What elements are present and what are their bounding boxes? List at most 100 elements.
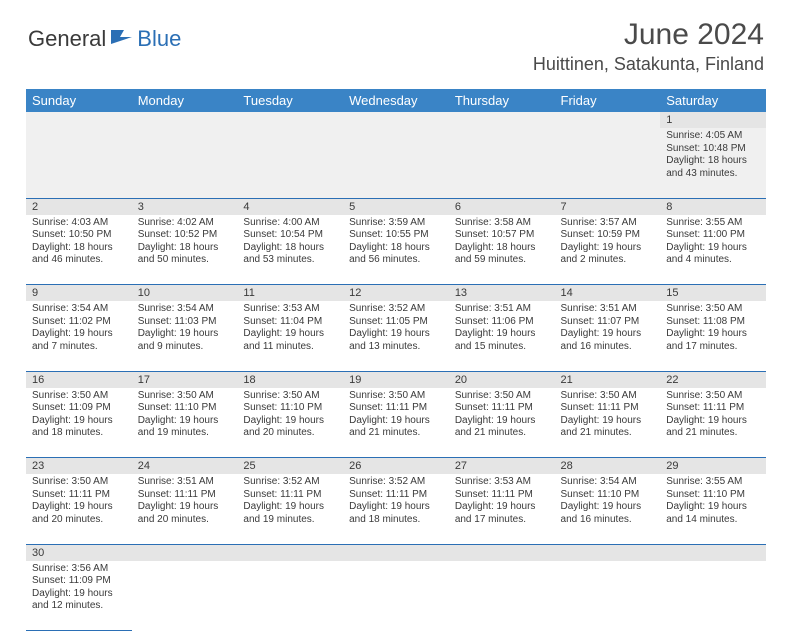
daylight-text: Daylight: 19 hours and 19 minutes. xyxy=(243,501,337,526)
day-number: 1 xyxy=(660,112,766,128)
day-number: 12 xyxy=(343,285,449,302)
day-number: 5 xyxy=(343,198,449,215)
day-number: 24 xyxy=(132,458,238,475)
day-cell: Sunrise: 3:54 AMSunset: 11:02 PMDaylight… xyxy=(26,301,132,371)
day-cell: Sunrise: 3:50 AMSunset: 11:11 PMDaylight… xyxy=(660,388,766,458)
sunrise-text: Sunrise: 3:50 AM xyxy=(32,390,126,403)
day-cell: Sunrise: 3:55 AMSunset: 11:00 PMDaylight… xyxy=(660,215,766,285)
day-cell: Sunrise: 3:54 AMSunset: 11:10 PMDaylight… xyxy=(555,474,661,544)
sunset-text: Sunset: 10:55 PM xyxy=(349,229,443,242)
day-cell xyxy=(660,561,766,631)
sunrise-text: Sunrise: 3:55 AM xyxy=(666,217,760,230)
day-cell: Sunrise: 4:03 AMSunset: 10:50 PMDaylight… xyxy=(26,215,132,285)
day-cell: Sunrise: 3:51 AMSunset: 11:06 PMDaylight… xyxy=(449,301,555,371)
day-cell: Sunrise: 3:51 AMSunset: 11:07 PMDaylight… xyxy=(555,301,661,371)
day-number: 4 xyxy=(237,198,343,215)
sunset-text: Sunset: 10:48 PM xyxy=(666,143,760,156)
day-header: Saturday xyxy=(660,89,766,112)
day-number: 7 xyxy=(555,198,661,215)
sunrise-text: Sunrise: 3:50 AM xyxy=(138,390,232,403)
day-header: Friday xyxy=(555,89,661,112)
sunrise-text: Sunrise: 3:52 AM xyxy=(243,476,337,489)
day-number: 29 xyxy=(660,458,766,475)
day-cell: Sunrise: 3:50 AMSunset: 11:09 PMDaylight… xyxy=(26,388,132,458)
day-cell: Sunrise: 4:05 AMSunset: 10:48 PMDaylight… xyxy=(660,128,766,198)
daylight-text: Daylight: 19 hours and 11 minutes. xyxy=(243,328,337,353)
day-cell: Sunrise: 3:59 AMSunset: 10:55 PMDaylight… xyxy=(343,215,449,285)
day-number xyxy=(132,544,238,561)
daylight-text: Daylight: 19 hours and 19 minutes. xyxy=(138,415,232,440)
day-cell: Sunrise: 3:53 AMSunset: 11:11 PMDaylight… xyxy=(449,474,555,544)
day-number: 6 xyxy=(449,198,555,215)
day-number: 8 xyxy=(660,198,766,215)
day-cell: Sunrise: 3:50 AMSunset: 11:10 PMDaylight… xyxy=(132,388,238,458)
sunset-text: Sunset: 11:08 PM xyxy=(666,316,760,329)
sunset-text: Sunset: 11:11 PM xyxy=(666,402,760,415)
sunrise-text: Sunrise: 3:50 AM xyxy=(32,476,126,489)
daylight-text: Daylight: 18 hours and 46 minutes. xyxy=(32,242,126,267)
sunset-text: Sunset: 11:11 PM xyxy=(138,489,232,502)
day-number: 9 xyxy=(26,285,132,302)
flag-icon xyxy=(110,28,134,51)
day-cell: Sunrise: 3:52 AMSunset: 11:11 PMDaylight… xyxy=(343,474,449,544)
daylight-text: Daylight: 19 hours and 9 minutes. xyxy=(138,328,232,353)
sunset-text: Sunset: 11:02 PM xyxy=(32,316,126,329)
day-cell xyxy=(555,561,661,631)
daylight-text: Daylight: 19 hours and 20 minutes. xyxy=(243,415,337,440)
day-number: 21 xyxy=(555,371,661,388)
daylight-text: Daylight: 19 hours and 21 minutes. xyxy=(561,415,655,440)
day-number: 3 xyxy=(132,198,238,215)
header: General Blue June 2024 Huittinen, Sataku… xyxy=(0,0,792,83)
day-number: 11 xyxy=(237,285,343,302)
sunrise-text: Sunrise: 3:54 AM xyxy=(32,303,126,316)
sunset-text: Sunset: 11:06 PM xyxy=(455,316,549,329)
sunset-text: Sunset: 10:57 PM xyxy=(455,229,549,242)
sunset-text: Sunset: 11:05 PM xyxy=(349,316,443,329)
daynum-row: 2345678 xyxy=(26,198,766,215)
sunset-text: Sunset: 11:09 PM xyxy=(32,575,126,588)
day-number: 19 xyxy=(343,371,449,388)
week-row: Sunrise: 3:54 AMSunset: 11:02 PM Daylight… xyxy=(26,301,766,371)
sunset-text: Sunset: 10:52 PM xyxy=(138,229,232,242)
day-number: 20 xyxy=(449,371,555,388)
day-number: 25 xyxy=(237,458,343,475)
sunrise-text: Sunrise: 4:00 AM xyxy=(243,217,337,230)
day-cell: Sunrise: 3:51 AMSunset: 11:11 PMDaylight… xyxy=(132,474,238,544)
day-cell: Sunrise: 4:00 AMSunset: 10:54 PMDaylight… xyxy=(237,215,343,285)
sunrise-text: Sunrise: 3:51 AM xyxy=(561,303,655,316)
day-cell xyxy=(26,128,132,198)
sunset-text: Sunset: 11:10 PM xyxy=(243,402,337,415)
day-number: 17 xyxy=(132,371,238,388)
daylight-text: Daylight: 19 hours and 14 minutes. xyxy=(666,501,760,526)
location: Huittinen, Satakunta, Finland xyxy=(533,54,764,75)
title-block: June 2024 Huittinen, Satakunta, Finland xyxy=(533,18,764,75)
week-row: Sunrise: 3:56 AMSunset: 11:09 PMDaylight… xyxy=(26,561,766,631)
week-row: Sunrise: 4:05 AMSunset: 10:48 PMDaylight… xyxy=(26,128,766,198)
daylight-text: Daylight: 19 hours and 12 minutes. xyxy=(32,588,126,613)
daylight-text: Daylight: 19 hours and 15 minutes. xyxy=(455,328,549,353)
day-number xyxy=(555,544,661,561)
sunrise-text: Sunrise: 3:50 AM xyxy=(666,303,760,316)
sunrise-text: Sunrise: 3:50 AM xyxy=(561,390,655,403)
sunset-text: Sunset: 10:59 PM xyxy=(561,229,655,242)
day-header: Sunday xyxy=(26,89,132,112)
sunrise-text: Sunrise: 3:58 AM xyxy=(455,217,549,230)
sunrise-text: Sunrise: 3:55 AM xyxy=(666,476,760,489)
sunrise-text: Sunrise: 4:03 AM xyxy=(32,217,126,230)
day-number: 23 xyxy=(26,458,132,475)
day-cell: Sunrise: 3:52 AMSunset: 11:11 PMDaylight… xyxy=(237,474,343,544)
day-cell xyxy=(449,128,555,198)
day-cell: Sunrise: 3:52 AMSunset: 11:05 PMDaylight… xyxy=(343,301,449,371)
daylight-text: Daylight: 19 hours and 21 minutes. xyxy=(666,415,760,440)
day-number: 27 xyxy=(449,458,555,475)
daylight-text: Daylight: 19 hours and 13 minutes. xyxy=(349,328,443,353)
daylight-text: Daylight: 18 hours and 56 minutes. xyxy=(349,242,443,267)
day-cell xyxy=(555,128,661,198)
day-header: Tuesday xyxy=(237,89,343,112)
sunrise-text: Sunrise: 3:56 AM xyxy=(32,563,126,576)
sunrise-text: Sunrise: 3:59 AM xyxy=(349,217,443,230)
sunset-text: Sunset: 11:11 PM xyxy=(243,489,337,502)
day-number xyxy=(555,112,661,128)
daylight-text: Daylight: 19 hours and 20 minutes. xyxy=(138,501,232,526)
day-cell: Sunrise: 3:50 AMSunset: 11:08 PMDaylight… xyxy=(660,301,766,371)
